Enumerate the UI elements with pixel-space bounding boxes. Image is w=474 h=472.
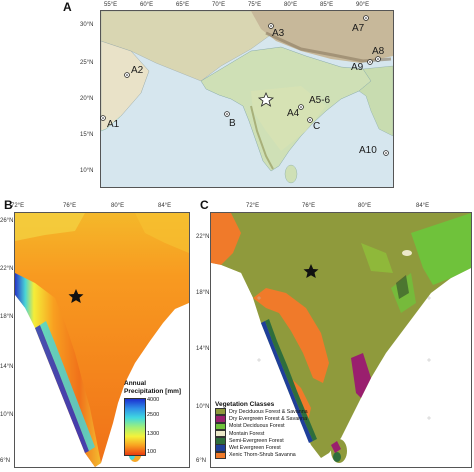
panel-b-lat-tick: 6°N xyxy=(0,458,11,464)
vegetation-legend-label: Semi-Evergreen Forest xyxy=(229,437,284,444)
panel-c-lon-tick: 80°E xyxy=(358,203,372,209)
site-label-a10: A10 xyxy=(359,145,377,156)
panel-a-lon-tick: 90°E xyxy=(356,2,370,8)
panel-b-precipitation-map xyxy=(15,213,189,467)
vegetation-legend-label: Wet Evergreen Forest xyxy=(229,445,281,452)
vegetation-legend-item: Semi-Evergreen Forest xyxy=(215,437,308,445)
panel-a-lon-tick: 80°E xyxy=(284,2,298,8)
panel-a-lat-tick: 30°N xyxy=(80,22,94,28)
panel-b-lat-tick: 14°N xyxy=(0,364,14,370)
site-label-a4: A4 xyxy=(287,108,300,119)
vegetation-legend-swatch xyxy=(215,437,226,445)
panel-b-lat-tick: 18°N xyxy=(0,314,14,320)
panel-b-lat-tick: 22°N xyxy=(0,266,14,272)
panel-c-lon-tick: 76°E xyxy=(302,203,316,209)
panel-b-lat-tick: 26°N xyxy=(0,218,14,224)
panel-c-lat-tick: 6°N xyxy=(196,458,207,464)
panel-b-lon-tick: 76°E xyxy=(63,203,77,209)
panel-c-lon-tick: 72°E xyxy=(246,203,260,209)
panel-a-lon-tick: 55°E xyxy=(104,2,118,8)
vegetation-legend: Vegetation Classes Dry Deciduous Forest … xyxy=(215,401,308,460)
vegetation-legend-swatch xyxy=(215,451,226,460)
site-label-a3: A3 xyxy=(272,28,285,39)
panel-c-lat-tick: 18°N xyxy=(196,290,210,296)
panel-c-letter: C xyxy=(200,198,209,212)
vegetation-legend-item: Montain Forest xyxy=(215,429,308,438)
panel-a-lon-tick: 60°E xyxy=(140,2,154,8)
colorbar-tick: 1300 xyxy=(147,431,160,437)
panel-a-lon-tick: 70°E xyxy=(212,2,226,8)
vegetation-legend-swatch xyxy=(215,415,226,423)
vegetation-legend-item: Dry Deciduous Forest & Savanna xyxy=(215,407,308,416)
vegetation-legend-item: Dry Evergreen Forest & Savanna xyxy=(215,415,308,423)
colorbar-tick: 2500 xyxy=(147,412,160,418)
panel-c-map xyxy=(210,212,472,468)
vegetation-legend-label: Dry Evergreen Forest & Savanna xyxy=(229,415,308,422)
panel-c-lon-tick: 84°E xyxy=(416,203,430,209)
panel-a-relief-map xyxy=(101,11,393,187)
vegetation-legend-item: Xenic Thorn-Shrub Savanna xyxy=(215,451,308,460)
panel-c-lat-tick: 22°N xyxy=(196,234,210,240)
vegetation-legend-swatch xyxy=(215,444,226,452)
vegetation-legend-swatch xyxy=(215,429,226,438)
site-label-a8: A8 xyxy=(372,46,385,57)
vegetation-legend-swatch xyxy=(215,407,226,416)
panel-b-lat-tick: 10°N xyxy=(0,412,14,418)
vegetation-legend-label: Moist Deciduous Forest xyxy=(229,423,285,430)
vegetation-legend-label: Dry Deciduous Forest & Savanna xyxy=(229,408,308,415)
site-label-c: C xyxy=(313,121,321,132)
panel-b-lon-tick: 80°E xyxy=(111,203,125,209)
panel-a-lon-tick: 85°E xyxy=(320,2,334,8)
site-label-a7: A7 xyxy=(352,23,365,34)
site-label-a5-6: A5-6 xyxy=(309,95,331,106)
colorbar-title-line1: Annual xyxy=(124,380,147,387)
colorbar-title-line2: Precipitation [mm] xyxy=(124,388,182,395)
panel-a-lat-tick: 25°N xyxy=(80,60,94,66)
vegetation-legend-list: Dry Deciduous Forest & Savanna Dry Evergr… xyxy=(215,407,308,460)
colorbar-tick: 100 xyxy=(147,449,157,455)
vegetation-legend-label: Xenic Thorn-Shrub Savanna xyxy=(229,452,296,459)
panel-a-lat-tick: 15°N xyxy=(80,132,94,138)
panel-a-lat-tick: 10°N xyxy=(80,168,94,174)
colorbar-tick: 4000 xyxy=(147,397,160,403)
site-label-a2: A2 xyxy=(131,65,144,76)
panel-b-letter: B xyxy=(4,198,13,212)
panel-c-lat-tick: 14°N xyxy=(196,346,210,352)
vegetation-legend-label: Montain Forest xyxy=(229,430,265,437)
panel-a-lon-tick: 65°E xyxy=(176,2,190,8)
colorbar-gradient xyxy=(124,398,146,456)
panel-a-lat-tick: 20°N xyxy=(80,96,94,102)
panel-a-letter: A xyxy=(63,0,72,14)
site-label-a1: A1 xyxy=(107,119,120,130)
panel-b-lon-tick: 84°E xyxy=(158,203,172,209)
vegetation-legend-title: Vegetation Classes xyxy=(215,401,275,408)
panel-b-map xyxy=(14,212,190,468)
site-label-b: B xyxy=(229,118,236,129)
colorbar-title: Annual Precipitation [mm] xyxy=(124,380,181,396)
vegetation-legend-swatch xyxy=(215,422,226,430)
panel-c-lat-tick: 10°N xyxy=(196,404,210,410)
panel-b-star-icon xyxy=(68,289,84,303)
panel-a-star-icon xyxy=(257,92,275,107)
vegetation-legend-item: Wet Evergreen Forest xyxy=(215,444,308,452)
vegetation-legend-item: Moist Deciduous Forest xyxy=(215,422,308,430)
panel-b-lon-tick: 72°E xyxy=(11,203,25,209)
panel-a-lon-tick: 75°E xyxy=(248,2,262,8)
site-label-a9: A9 xyxy=(351,62,364,73)
panel-a-map xyxy=(100,10,394,188)
panel-c-vegetation-map xyxy=(211,213,471,467)
panel-c-star-icon xyxy=(303,264,319,278)
